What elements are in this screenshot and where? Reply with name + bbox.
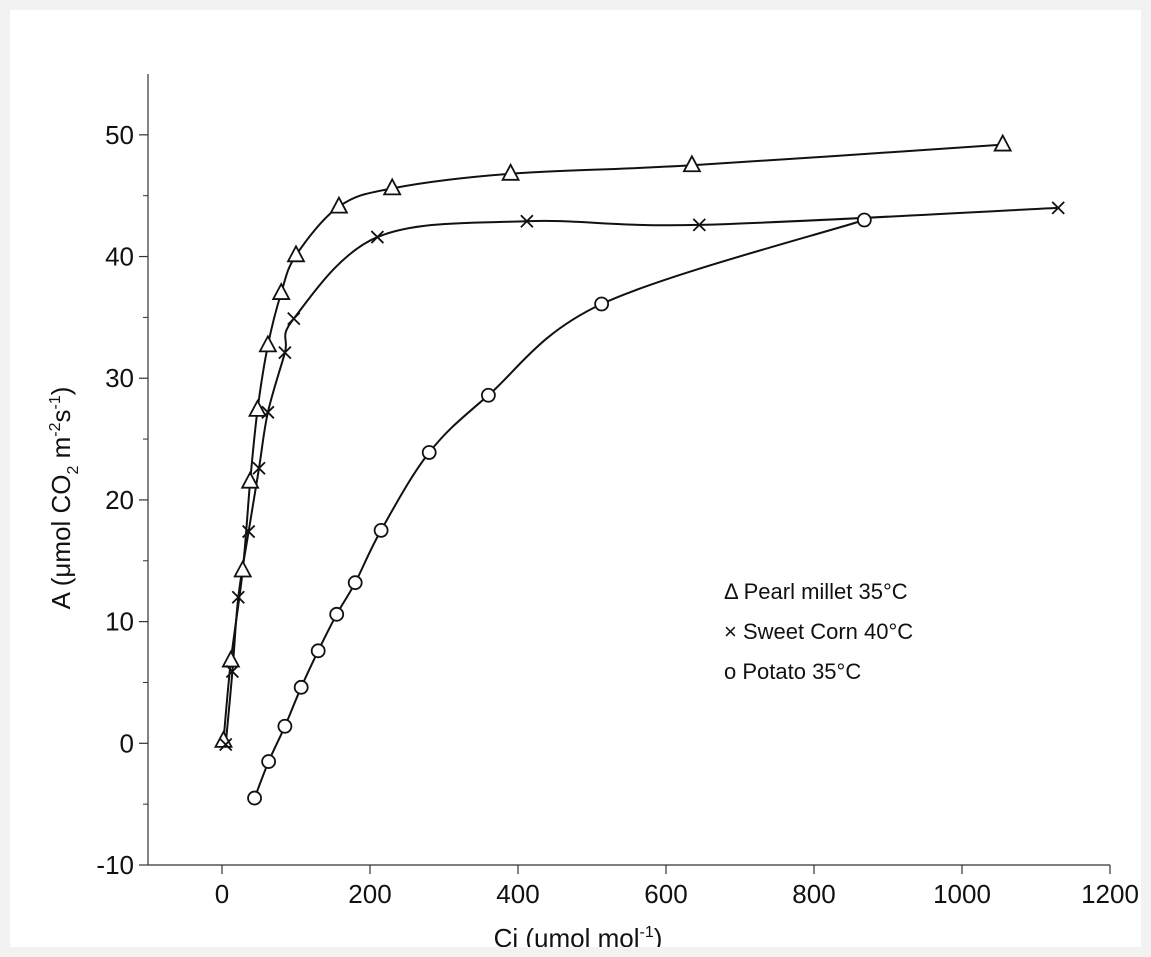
- data-point-potato: [373, 522, 389, 538]
- legend: Δ Pearl millet 35°C × Sweet Corn 40°C o …: [724, 579, 913, 684]
- markers: [213, 133, 1065, 806]
- data-point-sweet-corn: [520, 214, 534, 228]
- data-point-sweet-corn: [242, 524, 256, 539]
- data-point-pearl-millet: [248, 398, 268, 417]
- data-point-potato: [480, 387, 496, 403]
- data-point-potato: [247, 790, 262, 806]
- x-tick-label: 0: [215, 879, 229, 909]
- data-point-pearl-millet: [993, 133, 1013, 152]
- x-axis-label: Ci (umol mol-1): [494, 923, 663, 947]
- curves: [222, 143, 1059, 799]
- data-point-potato: [421, 445, 437, 460]
- x-tick-label: 600: [644, 879, 687, 909]
- x-tick-label: 1200: [1081, 879, 1139, 909]
- y-tick-label: -10: [96, 850, 134, 880]
- axes: [147, 74, 1110, 866]
- y-tick-label: 0: [120, 728, 134, 758]
- data-point-pearl-millet: [501, 162, 521, 181]
- data-point-pearl-millet: [233, 559, 253, 578]
- x-tick-label: 1000: [933, 879, 991, 909]
- data-point-pearl-millet: [240, 470, 260, 489]
- chart-frame: 0 200 400 600 800 1000 1200 -10 0 10 20 30 40 50 Ci (…: [10, 10, 1141, 947]
- data-point-sweet-corn: [1051, 201, 1065, 215]
- y-tick-label: 10: [105, 607, 134, 637]
- data-point-pearl-millet: [258, 334, 278, 353]
- y-tick-label: 40: [105, 242, 134, 272]
- series-line-sweet-corn: [224, 206, 1059, 745]
- data-point-pearl-millet: [382, 177, 402, 196]
- legend-entry-sweet-corn: × Sweet Corn 40°C: [724, 619, 913, 644]
- legend-entry-pearl-millet: Δ Pearl millet 35°C: [724, 579, 908, 604]
- data-point-potato: [261, 754, 277, 769]
- y-tick-label: 30: [105, 363, 134, 393]
- data-point-pearl-millet: [329, 195, 349, 214]
- a-ci-chart: 0 200 400 600 800 1000 1200 -10 0 10 20 30 40 50 Ci (…: [46, 74, 1139, 947]
- y-tick-label: 20: [105, 485, 134, 515]
- data-point-pearl-millet: [271, 282, 291, 300]
- legend-entry-potato: o Potato 35°C: [724, 659, 861, 684]
- data-point-potato: [293, 679, 309, 695]
- data-point-pearl-millet: [682, 154, 702, 173]
- data-point-sweet-corn: [252, 461, 266, 475]
- data-point-potato: [347, 575, 363, 591]
- x-tick-label: 200: [348, 879, 391, 909]
- ticks: 0 200 400 600 800 1000 1200 -10 0 10 20 30 40 50: [96, 120, 1139, 909]
- x-tick-label: 400: [496, 879, 539, 909]
- data-point-potato: [277, 718, 293, 734]
- series-line-potato: [253, 219, 865, 799]
- data-point-sweet-corn: [287, 311, 301, 326]
- data-point-sweet-corn: [370, 230, 385, 244]
- data-point-potato: [856, 212, 872, 228]
- series-line-pearl-millet: [222, 143, 1003, 741]
- data-point-sweet-corn: [261, 405, 275, 419]
- data-point-sweet-corn: [219, 737, 233, 752]
- data-point-pearl-millet: [221, 649, 241, 668]
- data-point-sweet-corn: [692, 218, 706, 232]
- data-point-pearl-millet: [213, 729, 233, 748]
- x-tick-label: 800: [792, 879, 835, 909]
- y-tick-label: 50: [105, 120, 134, 150]
- data-point-potato: [594, 296, 610, 312]
- data-point-sweet-corn: [225, 664, 239, 679]
- data-point-potato: [329, 606, 345, 622]
- data-point-pearl-millet: [286, 244, 306, 263]
- data-point-sweet-corn: [278, 346, 292, 360]
- data-point-potato: [310, 643, 326, 659]
- data-point-sweet-corn: [231, 590, 245, 604]
- y-axis-label: A (μmol CO2 m-2s-1): [46, 387, 82, 610]
